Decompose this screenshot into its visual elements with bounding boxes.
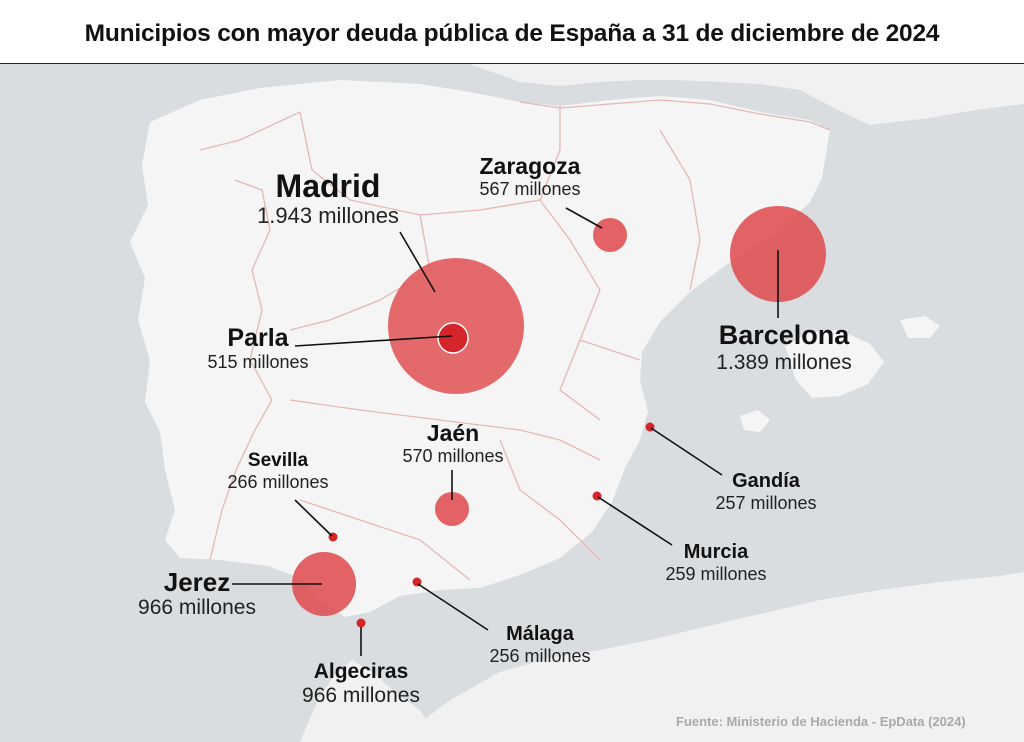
- spain-map: [0, 64, 1024, 742]
- africa-land: [395, 572, 1024, 742]
- regional-border: [299, 106, 561, 216]
- regional-border: [199, 111, 301, 151]
- label-murcia: Murcia 259 millones: [644, 542, 788, 583]
- city-name: Jaén: [426, 420, 480, 446]
- city-name: Sevilla: [247, 450, 309, 471]
- france-spain-border: [519, 99, 831, 131]
- leader-gandia: [650, 427, 723, 476]
- leader-sevilla: [294, 499, 333, 537]
- city-name: Madrid: [275, 168, 381, 204]
- label-zaragoza: Zaragoza 567 millones: [450, 153, 610, 199]
- city-value: 266 millones: [227, 472, 329, 492]
- label-parla: Parla 515 millones: [184, 324, 332, 372]
- morocco-coast: [300, 660, 440, 742]
- leader-malaga: [417, 583, 489, 631]
- label-jaen: Jaén 570 millones: [373, 420, 533, 466]
- leader-lines: [232, 207, 779, 656]
- city-value: 515 millones: [207, 352, 309, 372]
- city-value: 1.389 millones: [716, 351, 852, 374]
- regional-border: [299, 499, 471, 581]
- label-algeciras: Algeciras 966 millones: [271, 661, 451, 706]
- label-madrid: Madrid 1.943 millones: [228, 170, 428, 227]
- leader-zaragoza: [565, 207, 603, 229]
- portugal-border: [209, 179, 273, 561]
- leader-madrid: [399, 231, 436, 293]
- city-name: Málaga: [506, 623, 574, 645]
- city-value: 567 millones: [479, 179, 581, 199]
- bubble-jerez: [292, 552, 356, 616]
- city-name: Gandía: [732, 470, 800, 492]
- city-value: 570 millones: [402, 446, 504, 466]
- city-name: Murcia: [683, 541, 749, 563]
- bubbles: [292, 206, 826, 628]
- label-sevilla: Sevilla 266 millones: [208, 451, 348, 491]
- regional-border: [579, 339, 641, 361]
- mallorca-island: [785, 330, 884, 398]
- ibiza-island: [740, 410, 770, 432]
- page-title: Municipios con mayor deuda pública de Es…: [84, 20, 940, 47]
- city-value: 966 millones: [138, 596, 256, 619]
- label-malaga: Málaga 256 millones: [468, 624, 612, 665]
- city-value: 257 millones: [715, 493, 817, 513]
- city-value: 966 millones: [302, 684, 420, 707]
- label-jerez: Jerez 966 millones: [107, 569, 287, 618]
- france-land: [470, 64, 1024, 125]
- regional-border: [289, 399, 601, 461]
- regional-border: [659, 129, 701, 291]
- bubble-jaen: [435, 492, 469, 526]
- label-barcelona: Barcelona 1.389 millones: [684, 320, 884, 374]
- borders: [199, 99, 831, 581]
- city-name: Zaragoza: [479, 153, 581, 179]
- city-name: Algeciras: [313, 660, 409, 683]
- city-name: Parla: [227, 324, 289, 352]
- menorca-island: [900, 316, 940, 338]
- header: Municipios con mayor deuda pública de Es…: [0, 0, 1024, 64]
- bubble-parla: [437, 322, 469, 354]
- city-name: Barcelona: [718, 320, 850, 350]
- city-name: Jerez: [163, 567, 231, 597]
- city-value: 256 millones: [489, 646, 591, 666]
- regional-border: [499, 439, 601, 561]
- city-value: 1.943 millones: [257, 203, 399, 228]
- source-note: Fuente: Ministerio de Hacienda - EpData …: [676, 714, 966, 729]
- regional-border: [539, 199, 601, 421]
- city-value: 259 millones: [665, 564, 767, 584]
- label-gandia: Gandía 257 millones: [694, 471, 838, 512]
- leader-parla: [294, 335, 453, 347]
- leader-murcia: [597, 496, 673, 546]
- regional-border: [289, 214, 431, 331]
- bubble-algeciras: [356, 618, 366, 628]
- bubble-zaragoza: [593, 218, 627, 252]
